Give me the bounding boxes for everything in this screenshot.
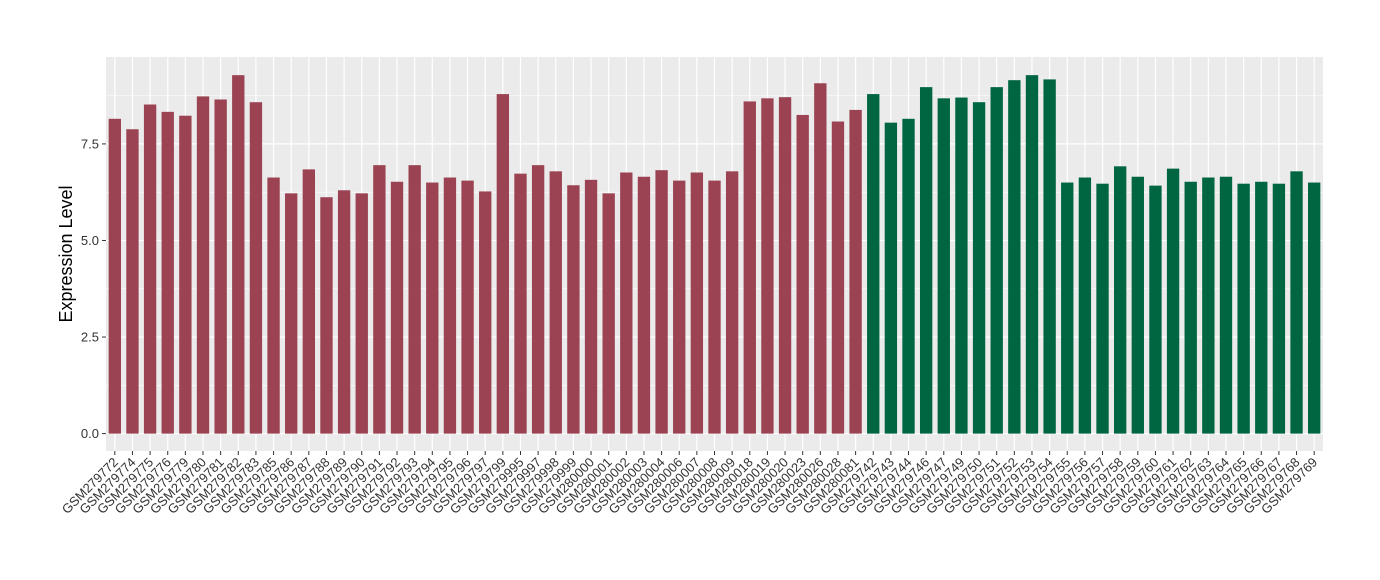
bar-gsm280008: [708, 180, 721, 434]
bar-gsm279794: [426, 182, 439, 434]
bar-gsm279746: [919, 87, 933, 434]
bar-gsm279780: [196, 96, 210, 434]
bar-gsm280009: [725, 171, 739, 434]
bar-gsm279754: [1043, 79, 1056, 434]
bars: [108, 75, 1321, 434]
x-axis: GSM279772GSM279774GSM279775GSM279776GSM2…: [59, 451, 1320, 517]
bar-gsm279755: [1061, 182, 1074, 434]
bar-gsm279774: [126, 129, 139, 434]
bar-gsm280028: [831, 121, 845, 434]
bar-gsm279769: [1308, 182, 1321, 434]
bar-gsm279761: [1166, 168, 1180, 434]
bar-gsm280023: [796, 114, 809, 434]
bar-gsm279753: [1025, 75, 1039, 434]
bar-gsm280020: [778, 97, 792, 434]
bar-gsm279768: [1290, 171, 1303, 434]
bar-gsm279787: [302, 169, 316, 434]
y-tick-label: 2.5: [81, 330, 99, 345]
bar-gsm280004: [655, 170, 668, 434]
bar-gsm279792: [390, 181, 404, 434]
bar-gsm279763: [1202, 177, 1215, 434]
bar-gsm279752: [1008, 80, 1021, 434]
bar-gsm279743: [884, 122, 898, 434]
bar-gsm279750: [972, 102, 986, 434]
bar-gsm279757: [1096, 183, 1109, 434]
bar-gsm280003: [637, 176, 651, 434]
bar-gsm279995: [514, 173, 527, 434]
bar-gsm280006: [673, 180, 686, 434]
bar-gsm279742: [867, 94, 880, 434]
bar-gsm279786: [285, 193, 298, 434]
bar-gsm279751: [990, 87, 1003, 434]
bar-gsm279799: [496, 94, 510, 434]
bar-gsm279758: [1113, 166, 1127, 434]
bar-gsm279997: [531, 165, 545, 434]
bar-gsm279759: [1131, 176, 1144, 434]
bar-gsm279785: [267, 177, 280, 434]
bar-gsm280081: [849, 109, 862, 434]
bar-gsm279775: [143, 104, 157, 434]
bar-gsm279790: [355, 193, 368, 434]
bar-gsm280007: [690, 172, 704, 434]
y-tick-label: 0.0: [81, 426, 99, 441]
bar-gsm279999: [567, 185, 580, 434]
bar-gsm279788: [320, 197, 333, 434]
bar-gsm279782: [232, 75, 245, 434]
bar-gsm279783: [249, 102, 263, 434]
y-axis-title: Expression Level: [56, 185, 76, 322]
bar-gsm280001: [602, 193, 615, 434]
bar-gsm279793: [408, 165, 421, 434]
bar-gsm279795: [443, 177, 457, 434]
bar-gsm279766: [1255, 181, 1268, 434]
bar-gsm279789: [337, 190, 351, 434]
bar-gsm280018: [743, 101, 756, 434]
bar-gsm279998: [549, 171, 562, 434]
bar-gsm279797: [479, 191, 492, 434]
bar-gsm279764: [1219, 176, 1233, 434]
bar-gsm279796: [461, 180, 474, 434]
bar-gsm279767: [1272, 183, 1286, 434]
bar-gsm279791: [373, 165, 386, 434]
bar-gsm279756: [1078, 177, 1092, 434]
bar-gsm279760: [1149, 185, 1162, 434]
bar-gsm279776: [161, 111, 174, 434]
y-tick-label: 5.0: [81, 233, 99, 248]
y-axis: 0.0 2.5 5.0 7.5: [81, 136, 106, 441]
bar-gsm280026: [814, 83, 827, 434]
bar-gsm280019: [761, 98, 774, 434]
bar-gsm279779: [179, 115, 192, 434]
bar-gsm279781: [214, 99, 227, 434]
bar-gsm279762: [1184, 181, 1197, 434]
bar-gsm280000: [584, 179, 598, 434]
bar-gsm280002: [620, 172, 633, 434]
y-tick-label: 7.5: [81, 136, 99, 151]
bar-gsm279747: [937, 98, 950, 434]
bar-gsm279772: [108, 118, 121, 434]
bar-gsm279744: [902, 118, 915, 434]
bar-gsm279749: [955, 97, 968, 434]
bar-gsm279765: [1237, 183, 1250, 434]
